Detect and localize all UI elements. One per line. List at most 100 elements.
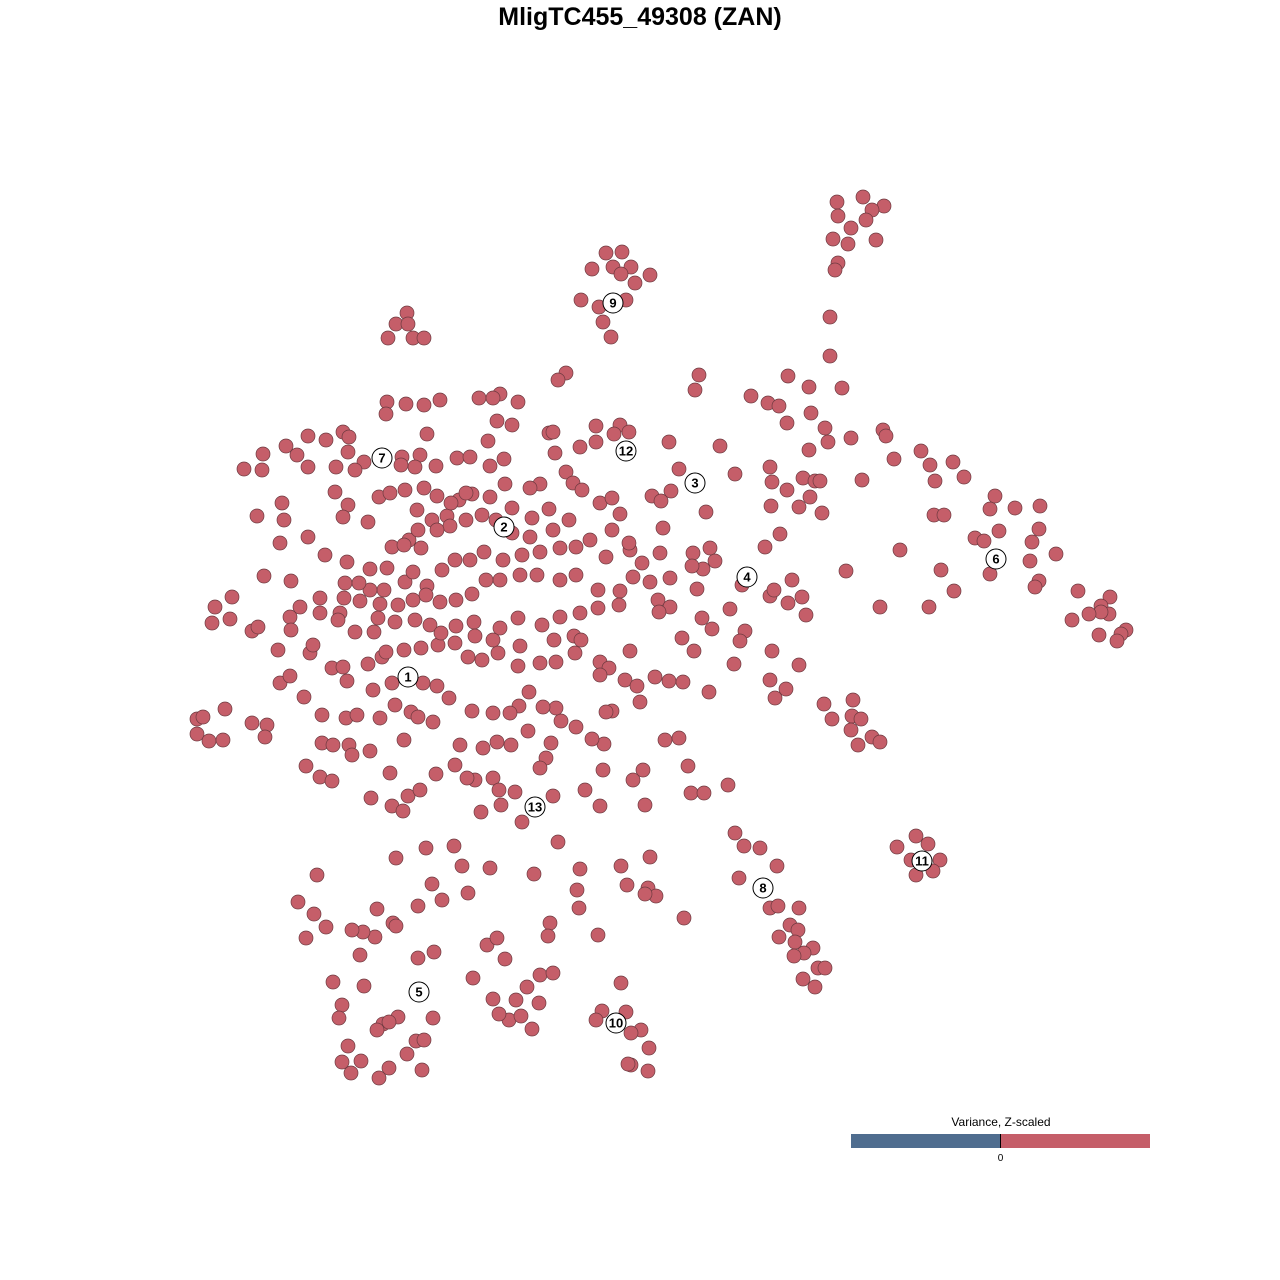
cluster-label-13: 13	[524, 796, 546, 818]
data-point	[606, 426, 622, 442]
data-point	[627, 275, 643, 291]
data-point	[452, 737, 468, 753]
cluster-label-4: 4	[736, 566, 758, 588]
data-point	[425, 714, 441, 730]
cluster-label-badge	[524, 796, 546, 818]
data-point	[778, 681, 794, 697]
data-point	[604, 490, 620, 506]
data-point	[429, 678, 445, 694]
data-point	[623, 1025, 639, 1041]
data-point	[886, 451, 902, 467]
data-point	[249, 508, 265, 524]
data-point	[396, 642, 412, 658]
data-point	[547, 445, 563, 461]
data-point	[460, 649, 476, 665]
data-point	[400, 788, 416, 804]
cluster-label-text: 13	[528, 800, 542, 815]
data-point	[657, 732, 673, 748]
data-point	[378, 644, 394, 660]
data-point	[372, 596, 388, 612]
data-point	[426, 944, 442, 960]
data-point	[558, 464, 574, 480]
data-point	[300, 459, 316, 475]
data-point	[780, 595, 796, 611]
data-point	[324, 773, 340, 789]
data-point	[545, 522, 561, 538]
data-point	[255, 446, 271, 462]
data-point	[889, 839, 905, 855]
data-point	[521, 684, 537, 700]
data-point	[545, 965, 561, 981]
data-point	[504, 500, 520, 516]
data-point	[393, 457, 409, 473]
data-point	[548, 654, 564, 670]
data-point	[365, 682, 381, 698]
data-point	[843, 220, 859, 236]
data-point	[434, 892, 450, 908]
data-point	[625, 569, 641, 585]
data-point	[424, 876, 440, 892]
data-point	[801, 379, 817, 395]
data-point	[769, 858, 785, 874]
cluster-label-text: 2	[500, 520, 507, 535]
cluster-label-text: 4	[743, 570, 751, 585]
cluster-label-badge	[985, 548, 1007, 570]
data-point	[553, 713, 569, 729]
data-point	[764, 474, 780, 490]
data-point	[418, 587, 434, 603]
data-point	[462, 449, 478, 465]
data-point	[868, 232, 884, 248]
data-point	[289, 447, 305, 463]
data-point	[696, 785, 712, 801]
data-point	[378, 406, 394, 422]
data-point	[588, 1012, 604, 1028]
data-point	[341, 429, 357, 445]
cluster-label-6: 6	[985, 548, 1007, 570]
data-point	[388, 850, 404, 866]
data-point	[381, 1014, 397, 1030]
data-point	[590, 927, 606, 943]
data-point	[339, 554, 355, 570]
data-point	[352, 593, 368, 609]
data-point	[382, 485, 398, 501]
data-point	[356, 978, 372, 994]
data-point	[464, 703, 480, 719]
data-point	[620, 1056, 636, 1072]
data-point	[612, 583, 628, 599]
data-point	[598, 245, 614, 261]
data-point	[853, 711, 869, 727]
data-point	[701, 684, 717, 700]
data-point	[312, 590, 328, 606]
cluster-label-text: 9	[609, 296, 616, 311]
data-point	[595, 314, 611, 330]
data-point	[514, 814, 530, 830]
data-point	[817, 960, 833, 976]
data-point	[526, 866, 542, 882]
data-point	[573, 292, 589, 308]
data-point	[763, 498, 779, 514]
data-point	[347, 624, 363, 640]
data-point	[314, 707, 330, 723]
data-point	[720, 777, 736, 793]
data-point	[482, 458, 498, 474]
data-point	[1070, 583, 1086, 599]
data-point	[398, 396, 414, 412]
data-point	[680, 758, 696, 774]
data-point	[791, 657, 807, 673]
data-point	[325, 974, 341, 990]
data-point	[399, 1046, 415, 1062]
data-point	[485, 991, 501, 1007]
data-point	[259, 717, 275, 733]
data-point	[384, 539, 400, 555]
data-point	[410, 709, 426, 725]
data-point	[405, 592, 421, 608]
data-point	[443, 495, 459, 511]
data-point	[418, 840, 434, 856]
data-point	[335, 659, 351, 675]
data-point	[465, 970, 481, 986]
data-point	[603, 329, 619, 345]
data-point	[651, 604, 667, 620]
data-point	[514, 547, 530, 563]
data-point	[824, 711, 840, 727]
data-point	[532, 544, 548, 560]
